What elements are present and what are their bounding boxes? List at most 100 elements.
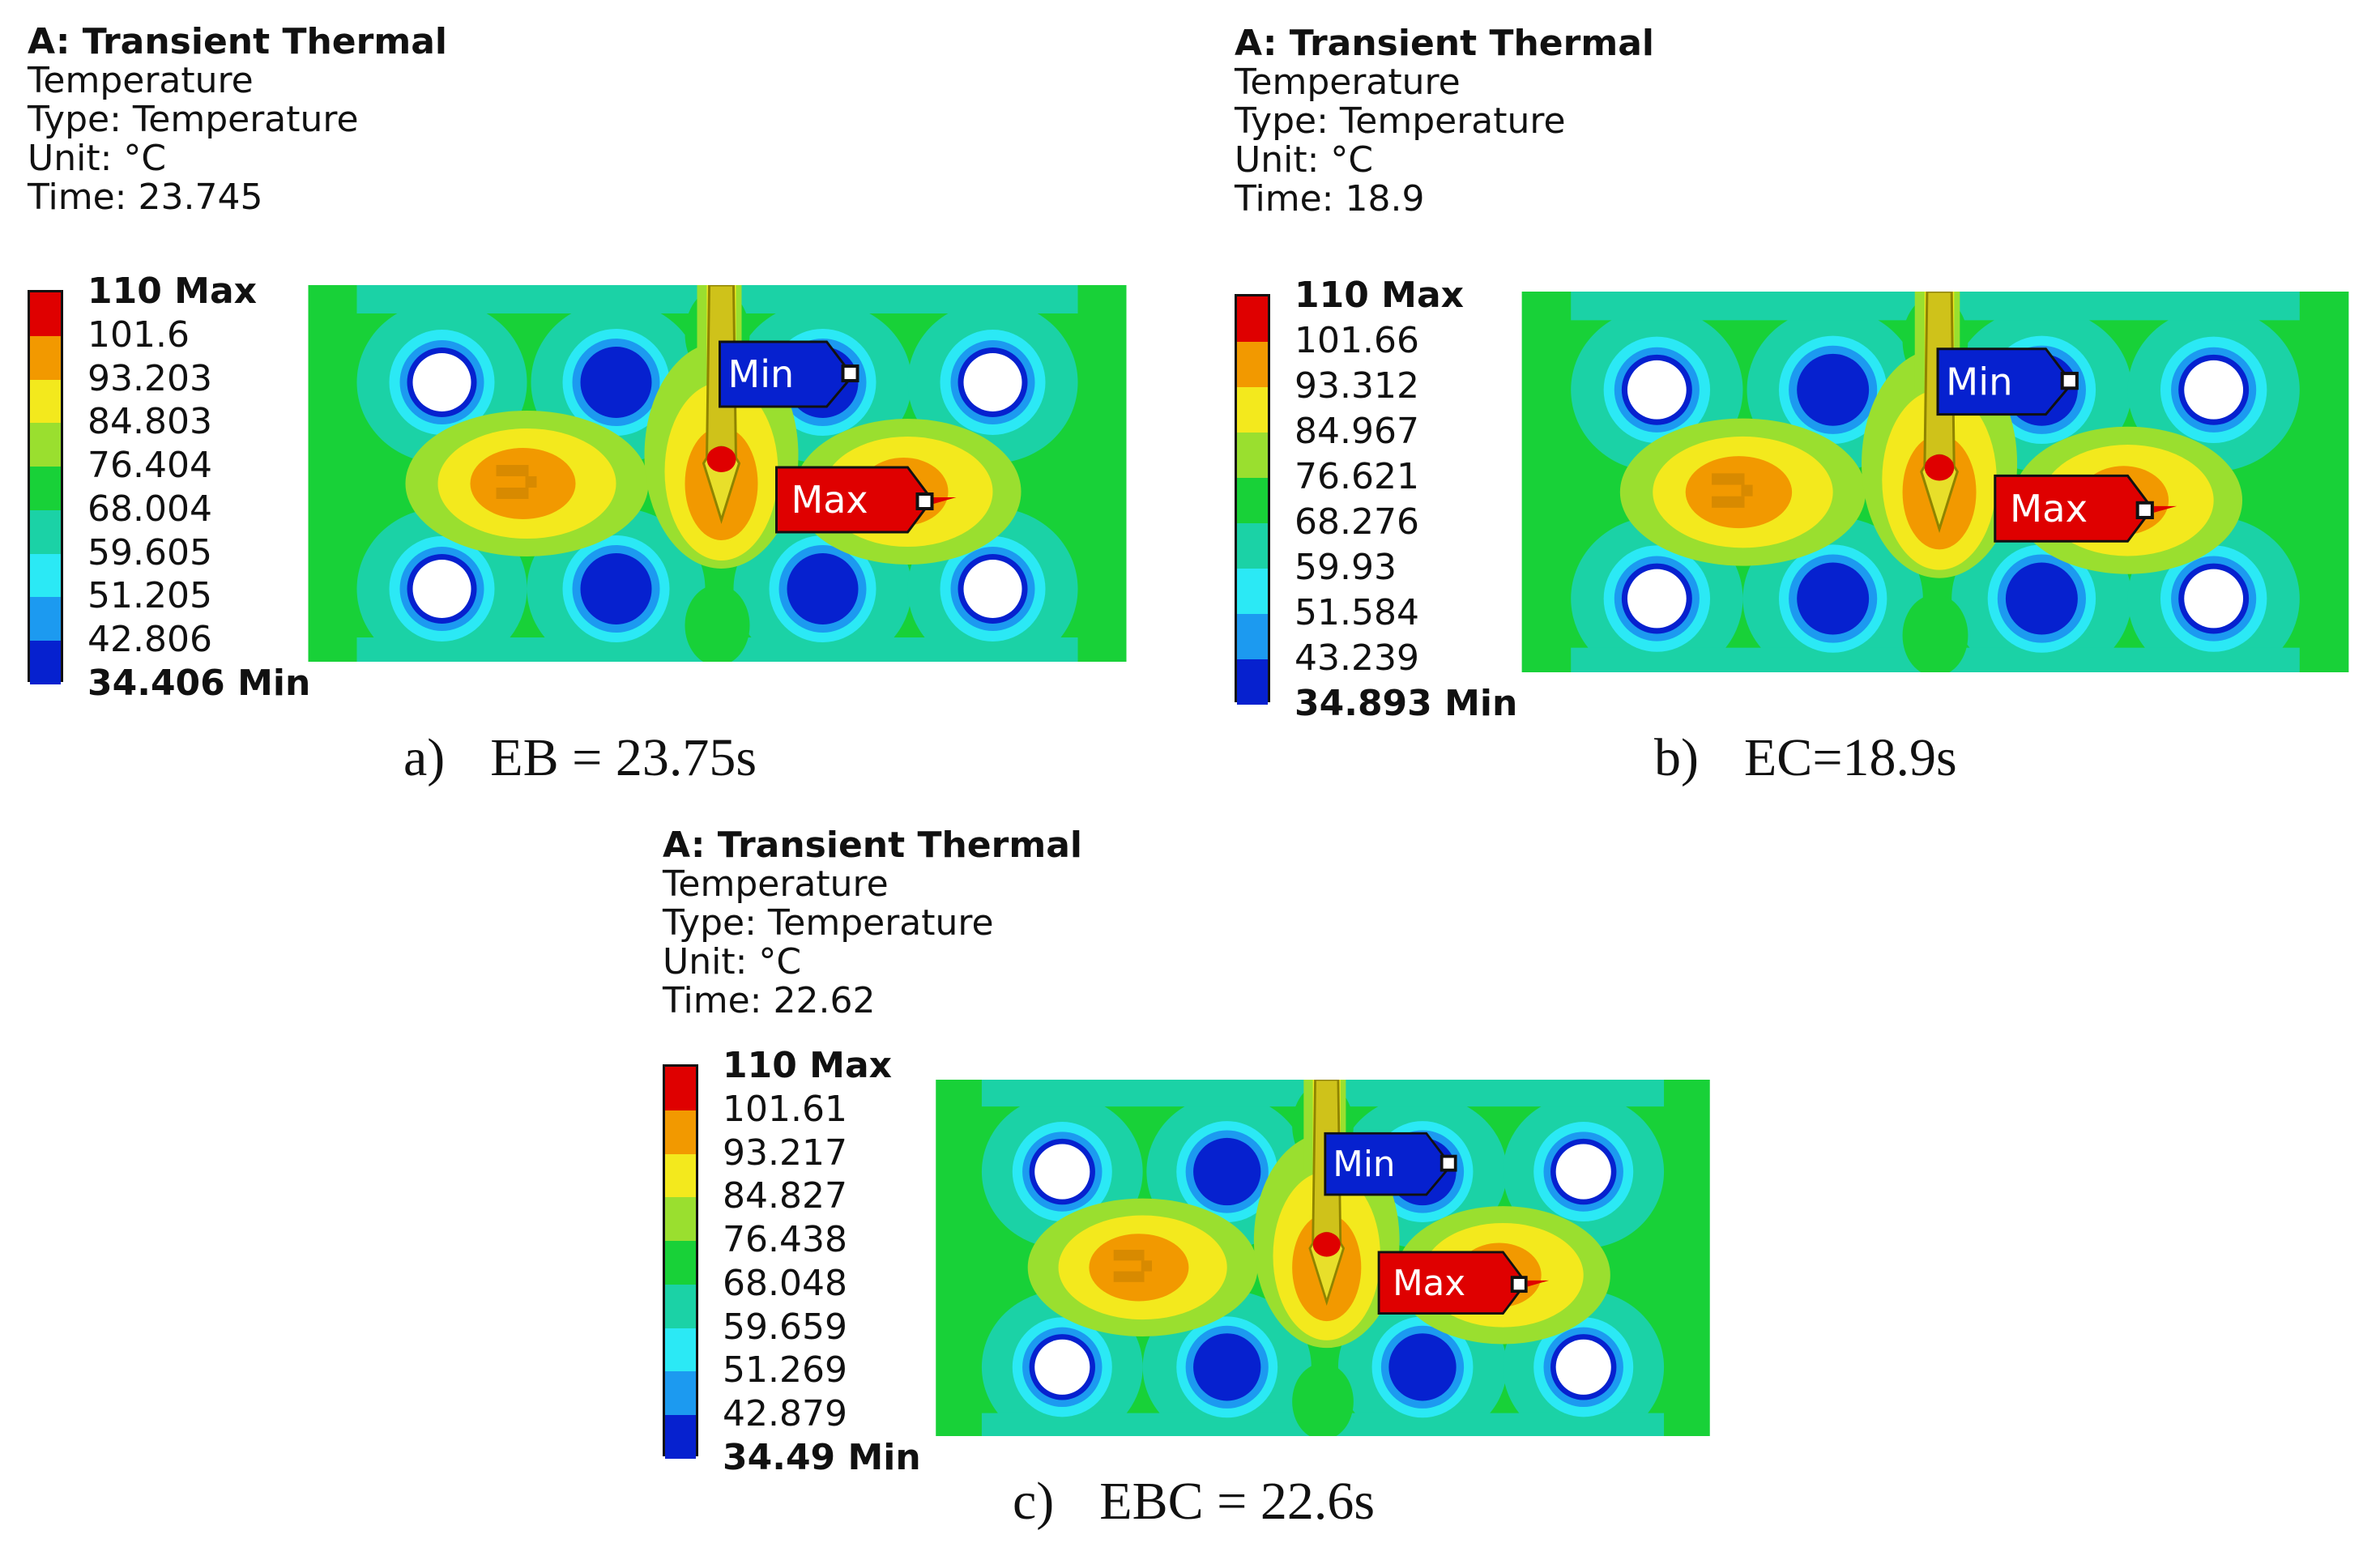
legend-swatch — [30, 553, 61, 598]
max-probe-tag: Max — [1994, 474, 2177, 543]
type-line: Type: Temperature — [28, 99, 359, 140]
legend-swatch — [1237, 659, 1268, 705]
panel-b: A: Transient Thermal Temperature Type: T… — [1207, 0, 2374, 787]
legend-swatch — [665, 1371, 696, 1416]
min-tag-label: Min — [1333, 1144, 1395, 1185]
legend-label: 43.239 — [1294, 637, 1419, 679]
min-probe-tag: Min — [1324, 1132, 1457, 1196]
temperature-contour-plot: Min Max — [306, 285, 1128, 662]
legend-swatch — [665, 1110, 696, 1154]
legend-swatch — [665, 1197, 696, 1242]
analysis-title: A: Transient Thermal — [28, 21, 447, 62]
legend-label: 110 Max — [723, 1045, 893, 1086]
legend-label: 68.276 — [1294, 501, 1419, 543]
result-header: A: Transient Thermal Temperature Type: T… — [1235, 24, 1654, 219]
legend-label: 101.6 — [87, 313, 190, 356]
color-legend: 110 Max 101.66 93.312 84.967 76.621 68.276 59.… — [1235, 278, 1542, 722]
legend-swatch — [665, 1328, 696, 1372]
legend-label: 42.806 — [87, 619, 212, 661]
legend-label: 76.404 — [87, 445, 212, 487]
legend-label: 76.621 — [1294, 456, 1419, 497]
min-probe-tag: Min — [1936, 347, 2079, 416]
time-line: Time: 22.62 — [663, 980, 876, 1021]
caption-letter: c) — [1013, 1472, 1055, 1531]
legend-swatch — [30, 423, 61, 467]
legend-swatch — [665, 1284, 696, 1328]
color-legend: 110 Max 101.61 93.217 84.827 76.438 68.048 59.… — [663, 1048, 970, 1476]
caption-text: EBC = 22.6s — [1099, 1472, 1376, 1531]
legend-swatch — [30, 292, 61, 336]
caption-text: EB = 23.75s — [490, 728, 757, 787]
legend-swatch — [30, 467, 61, 511]
legend-label: 101.66 — [1294, 320, 1419, 361]
min-tag-label: Min — [728, 352, 795, 396]
legend-swatch — [30, 335, 61, 380]
type-line: Type: Temperature — [1235, 100, 1566, 142]
legend-swatch — [30, 379, 61, 424]
legend-swatch — [1237, 433, 1268, 478]
result-header: A: Transient Thermal Temperature Type: T… — [28, 23, 447, 217]
legend-color-bar — [663, 1064, 698, 1460]
legend-label: 76.438 — [723, 1219, 847, 1261]
legend-swatch — [665, 1241, 696, 1285]
legend-label: 34.406 Min — [87, 663, 311, 704]
legend-label: 59.605 — [87, 531, 212, 573]
legend-label: 110 Max — [87, 271, 258, 312]
result-name: Temperature — [1235, 62, 1461, 103]
result-header: A: Transient Thermal Temperature Type: T… — [663, 826, 1082, 1021]
legend-label: 59.93 — [1294, 547, 1397, 588]
legend-label: 93.312 — [1294, 365, 1419, 407]
time-line: Time: 23.745 — [28, 177, 263, 218]
legend-label: 34.49 Min — [723, 1437, 921, 1478]
legend-label: 84.967 — [1294, 411, 1419, 452]
legend-label: 110 Max — [1294, 275, 1465, 316]
temperature-contour-plot: Min Max — [1518, 292, 2352, 672]
max-tag-label: Max — [791, 478, 868, 522]
unit-line: Unit: °C — [1235, 139, 1374, 181]
legend-label: 68.048 — [723, 1262, 847, 1304]
legend-swatch — [1237, 523, 1268, 569]
max-tag-label: Max — [1393, 1264, 1465, 1304]
panel-a: A: Transient Thermal Temperature Type: T… — [0, 0, 1150, 787]
type-line: Type: Temperature — [663, 902, 994, 944]
min-probe-tag: Min — [719, 340, 859, 408]
max-probe-tag: Max — [1377, 1251, 1550, 1315]
analysis-title: A: Transient Thermal — [1235, 23, 1654, 64]
caption-b: b) EC=18.9s — [1654, 727, 1957, 789]
legend-swatch — [30, 509, 61, 554]
legend-color-bar — [28, 290, 63, 685]
legend-swatch — [30, 597, 61, 641]
legend-color-bar — [1235, 294, 1270, 705]
legend-label: 34.893 Min — [1294, 683, 1518, 724]
caption-text: EC=18.9s — [1743, 728, 1957, 787]
unit-line: Unit: °C — [663, 941, 802, 982]
legend-label: 51.584 — [1294, 592, 1419, 633]
result-name: Temperature — [663, 863, 889, 905]
legend-swatch — [1237, 296, 1268, 342]
legend-label: 84.827 — [723, 1175, 847, 1217]
legend-swatch — [665, 1153, 696, 1198]
legend-swatch — [665, 1067, 696, 1110]
unit-line: Unit: °C — [28, 138, 167, 179]
legend-label: 68.004 — [87, 488, 212, 530]
max-probe-tag: Max — [775, 466, 957, 534]
legend-label: 84.803 — [87, 401, 212, 443]
result-name: Temperature — [28, 60, 254, 101]
temperature-contour-plot: Min Max — [930, 1080, 1716, 1436]
analysis-title: A: Transient Thermal — [663, 825, 1082, 866]
legend-swatch — [1237, 342, 1268, 387]
legend-label: 93.217 — [723, 1132, 847, 1174]
panel-c: A: Transient Thermal Temperature Type: T… — [635, 800, 1737, 1554]
legend-label: 42.879 — [723, 1393, 847, 1435]
caption-a: a) EB = 23.75s — [403, 727, 757, 789]
caption-letter: b) — [1654, 728, 1699, 787]
legend-label: 101.61 — [723, 1088, 847, 1130]
legend-swatch — [665, 1415, 696, 1460]
min-tag-label: Min — [1946, 360, 2012, 403]
legend-swatch — [1237, 569, 1268, 614]
max-tag-label: Max — [2010, 487, 2088, 531]
legend-swatch — [1237, 614, 1268, 659]
caption-letter: a) — [403, 728, 446, 787]
legend-swatch — [1237, 478, 1268, 523]
legend-label: 93.203 — [87, 357, 212, 399]
